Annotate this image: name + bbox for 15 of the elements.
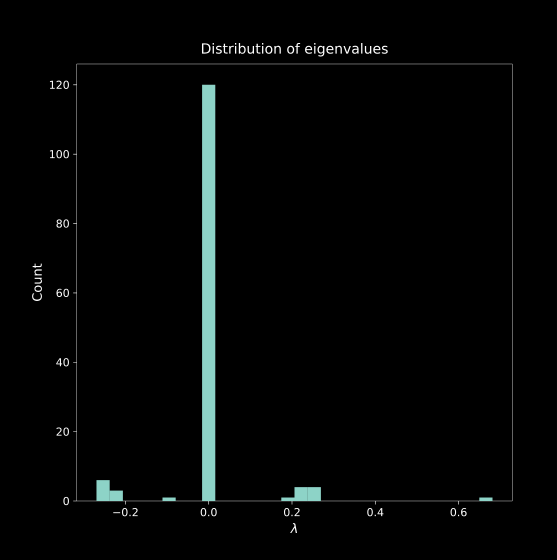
y-tick-label: 40 — [56, 358, 69, 366]
y-tick-label: 80 — [56, 219, 69, 228]
y-axis-title: Count — [32, 264, 42, 301]
x-axis-title: λ — [290, 523, 297, 533]
x-tick-label: 0.6 — [450, 508, 467, 516]
x-tick-label: 0.2 — [284, 508, 300, 516]
x-tick-label: 0.4 — [367, 508, 384, 516]
y-tick-label: 120 — [50, 80, 69, 89]
x-tick-label: −0.2 — [113, 508, 138, 516]
y-tick-label: 20 — [56, 427, 69, 436]
y-tick-label: 0 — [63, 496, 69, 506]
chart-title: Distribution of eigenvalues — [202, 43, 388, 56]
y-tick-label: 100 — [50, 150, 69, 158]
y-tick-label: 60 — [56, 288, 69, 298]
x-tick-label: 0.0 — [200, 508, 217, 516]
